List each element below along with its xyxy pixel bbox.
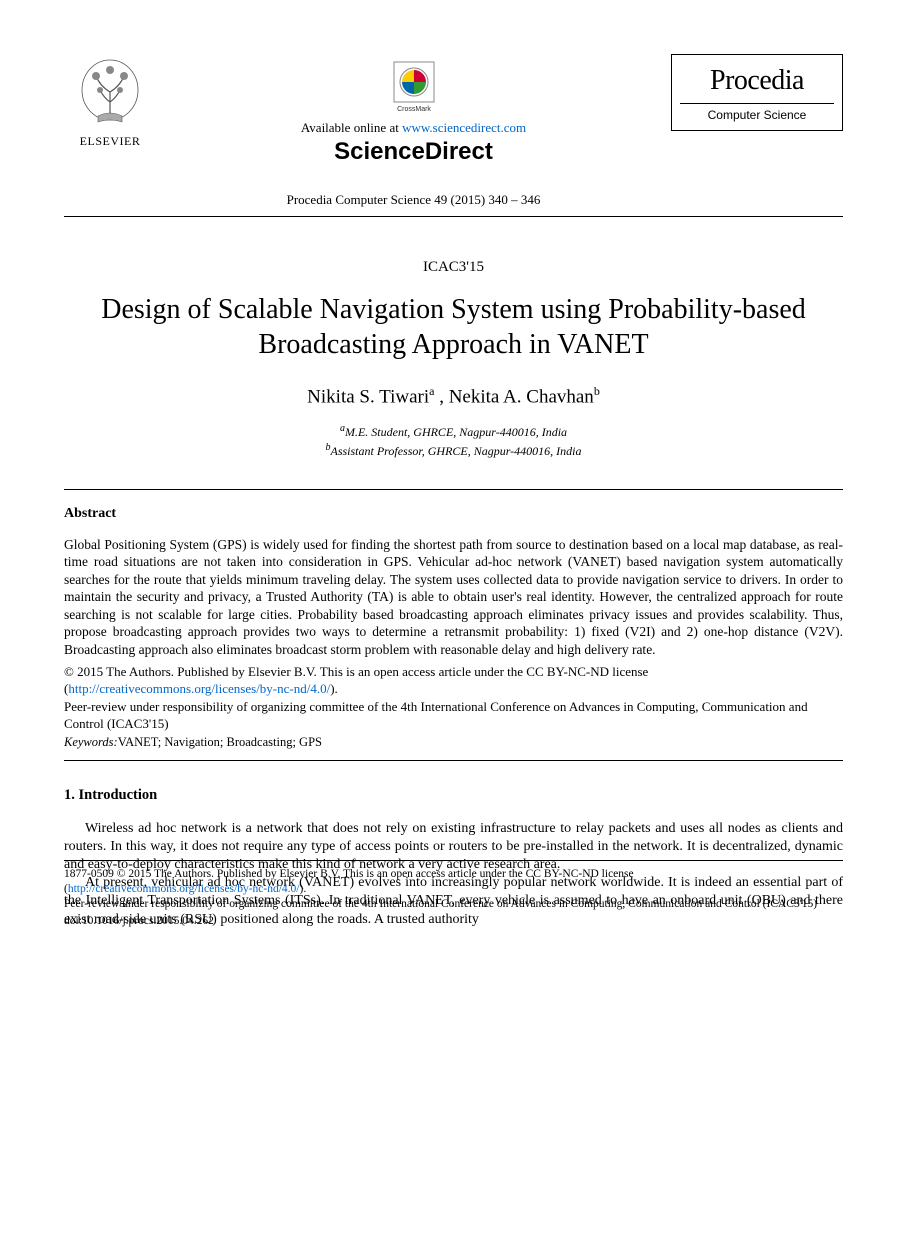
procedia-divider	[680, 103, 834, 104]
abstract-heading: Abstract	[64, 506, 843, 522]
footer-line1: 1877-0509 © 2015 The Authors. Published …	[64, 868, 634, 880]
page-container: ELSEVIER CrossMark Available online at w…	[0, 0, 907, 969]
author-sep: ,	[434, 386, 448, 407]
available-online-line: Available online at www.sciencedirect.co…	[156, 120, 671, 136]
keywords-values: VANET; Navigation; Broadcasting; GPS	[118, 735, 322, 749]
procedia-sub: Computer Science	[680, 108, 834, 122]
authors-line: Nikita S. Tiwaria , Nekita A. Chavhanb	[64, 384, 843, 408]
introduction-heading: 1. Introduction	[64, 787, 843, 804]
abstract-top-rule	[64, 489, 843, 490]
sciencedirect-brand: ScienceDirect	[156, 138, 671, 166]
available-prefix: Available online at	[301, 120, 402, 135]
peer-review-line: Peer-review under responsibility of orga…	[64, 699, 808, 732]
license-link[interactable]: http://creativecommons.org/licenses/by-n…	[68, 681, 330, 696]
sciencedirect-link[interactable]: www.sciencedirect.com	[402, 120, 526, 135]
citation-line: Procedia Computer Science 49 (2015) 340 …	[156, 192, 671, 208]
svg-text:CrossMark: CrossMark	[397, 106, 431, 113]
header-rule	[64, 216, 843, 217]
elsevier-block: ELSEVIER	[64, 54, 156, 149]
abstract-text: Global Positioning System (GPS) is widel…	[64, 536, 843, 659]
affil-a: M.E. Student, GHRCE, Nagpur-440016, Indi…	[345, 425, 567, 439]
footer-peer-review: Peer-review under responsibility of orga…	[64, 898, 817, 910]
procedia-title: Procedia	[680, 65, 834, 97]
crossmark-icon[interactable]: CrossMark	[392, 60, 436, 114]
affiliations: aM.E. Student, GHRCE, Nagpur-440016, Ind…	[64, 422, 843, 458]
footer-block: 1877-0509 © 2015 The Authors. Published …	[64, 860, 843, 929]
author-2: Nekita A. Chavhan	[449, 386, 594, 407]
procedia-box: Procedia Computer Science	[671, 54, 843, 131]
abstract-bottom-rule	[64, 760, 843, 761]
paper-title: Design of Scalable Navigation System usi…	[84, 292, 823, 362]
affil-b: Assistant Professor, GHRCE, Nagpur-44001…	[331, 444, 582, 458]
doi-line: doi:10.1016/j.procs.2015.04.262	[64, 914, 843, 929]
keywords-line: Keywords:VANET; Navigation; Broadcasting…	[64, 735, 843, 750]
footer-license-link[interactable]: http://creativecommons.org/licenses/by-n…	[68, 883, 300, 895]
author-1: Nikita S. Tiwari	[307, 386, 429, 407]
copyright-block: © 2015 The Authors. Published by Elsevie…	[64, 663, 843, 733]
elsevier-label: ELSEVIER	[64, 134, 156, 149]
center-header: CrossMark Available online at www.scienc…	[156, 54, 671, 208]
author-2-sup: b	[594, 384, 600, 398]
elsevier-tree-icon	[74, 54, 146, 132]
header-row: ELSEVIER CrossMark Available online at w…	[64, 54, 843, 208]
copyright-line1: © 2015 The Authors. Published by Elsevie…	[64, 664, 648, 679]
keywords-label: Keywords:	[64, 735, 118, 749]
footer-rule	[64, 860, 843, 861]
conference-tag: ICAC3'15	[64, 259, 843, 276]
